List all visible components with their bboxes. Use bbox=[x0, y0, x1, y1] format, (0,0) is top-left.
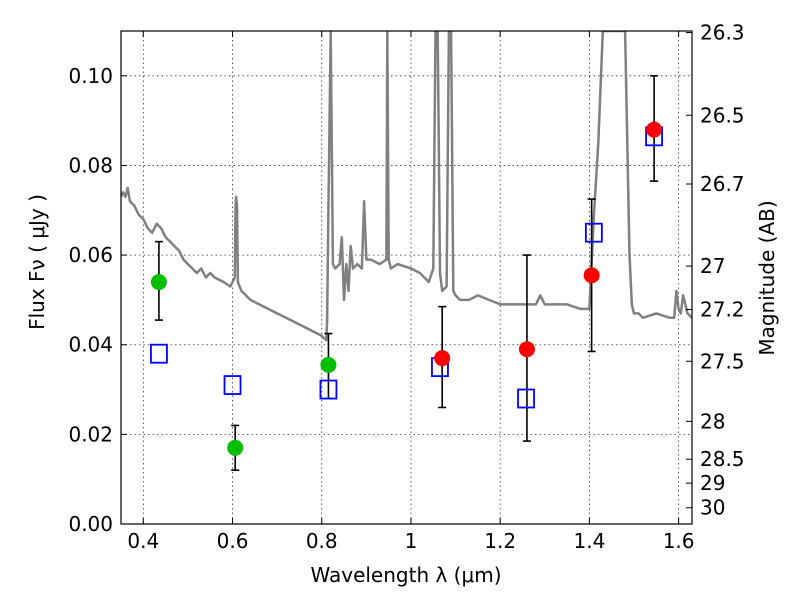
mag-tick-label: 29 bbox=[700, 471, 725, 495]
nir-obs-marker bbox=[646, 121, 663, 138]
plot-frame bbox=[120, 30, 693, 525]
right-y-axis-label: Magnitude (AB) bbox=[755, 200, 779, 355]
y-tick-label: 0.00 bbox=[68, 512, 113, 536]
mag-tick-label: 27 bbox=[700, 254, 725, 278]
x-axis-label: Wavelength λ (μm) bbox=[310, 563, 501, 587]
model-square-marker bbox=[150, 343, 168, 364]
nir-obs-marker bbox=[518, 341, 535, 358]
x-tick-label: 1.4 bbox=[573, 529, 605, 553]
markers bbox=[150, 121, 663, 456]
mag-tick-label: 27.2 bbox=[700, 297, 745, 321]
y-tick-label: 0.02 bbox=[68, 422, 113, 446]
mag-tick-label: 30 bbox=[700, 496, 725, 520]
plot-area bbox=[121, 31, 692, 472]
x-tick-label: 0.4 bbox=[127, 529, 159, 553]
mag-tick-label: 26.5 bbox=[700, 103, 745, 127]
x-tick-label: 0.6 bbox=[217, 529, 249, 553]
model-square-marker bbox=[223, 375, 242, 395]
optical-obs-marker bbox=[227, 439, 244, 456]
nir-obs-marker bbox=[583, 267, 600, 284]
optical-obs-marker bbox=[150, 273, 167, 290]
y-tick-label: 0.06 bbox=[68, 243, 113, 267]
optical-obs-marker bbox=[320, 356, 337, 373]
sed-line bbox=[121, 31, 692, 342]
model-square-marker bbox=[584, 222, 603, 243]
mag-tick-label: 26.3 bbox=[700, 21, 745, 45]
mag-tick-label: 27.5 bbox=[700, 349, 745, 373]
x-tick-label: 1.6 bbox=[663, 529, 695, 553]
y-tick-label: 0.04 bbox=[68, 333, 113, 357]
model-square-marker bbox=[319, 379, 338, 400]
axis-ticks: 0.4 0.6 0.8 1 1.2 1.4 1.6 0.00 0.02 0.04 0.06 0.08 0… bbox=[68, 21, 744, 553]
y-tick-label: 0.08 bbox=[68, 153, 113, 177]
x-tick-label: 1.2 bbox=[484, 529, 516, 553]
mag-tick-label: 26.7 bbox=[700, 172, 745, 196]
mag-tick-label: 28 bbox=[700, 409, 725, 433]
y-axis-label: Flux Fν ( μJy ) bbox=[25, 194, 49, 330]
x-tick-label: 1 bbox=[405, 529, 418, 553]
mag-tick-label: 28.5 bbox=[700, 447, 745, 471]
y-tick-label: 0.10 bbox=[68, 64, 113, 88]
model-square-marker bbox=[517, 388, 535, 409]
x-tick-label: 0.8 bbox=[306, 529, 338, 553]
nir-obs-marker bbox=[434, 350, 451, 367]
